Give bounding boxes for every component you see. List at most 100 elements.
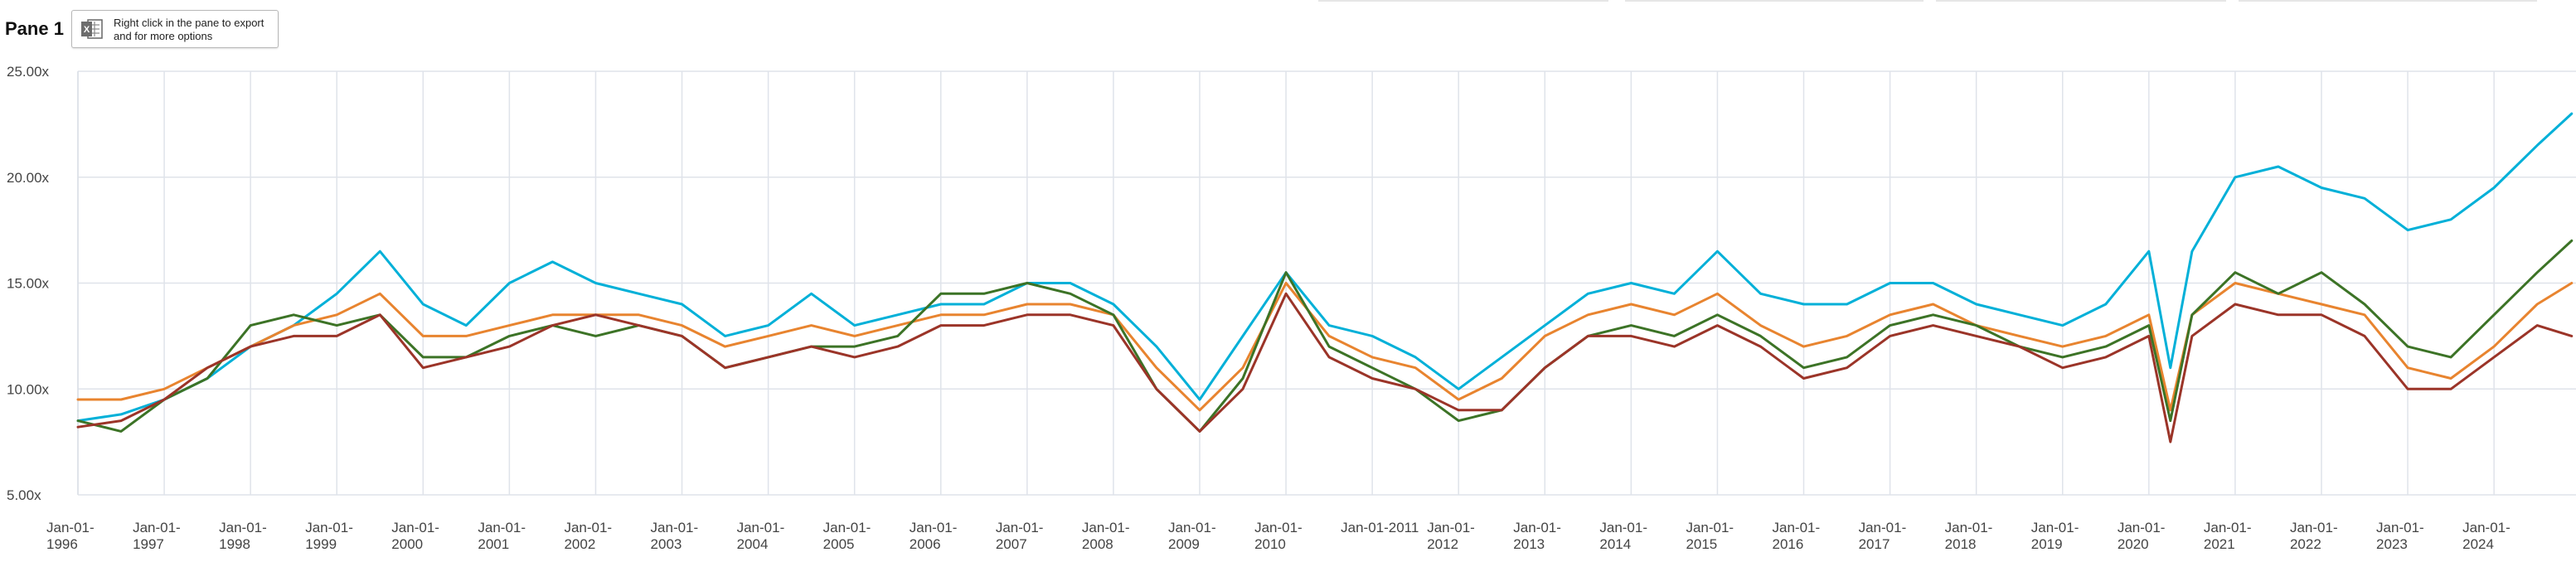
- top-tab-divider: [1625, 0, 1924, 2]
- x-tick-label: Jan-01-2023: [2376, 520, 2424, 552]
- series-line-1[interactable]: [76, 112, 2574, 423]
- x-tick-label: Jan-01-2015: [1686, 520, 1734, 552]
- x-tick-label: Jan-01-2016: [1773, 520, 1821, 552]
- excel-icon: X: [81, 19, 103, 39]
- x-tick-label: Jan-01-2007: [996, 520, 1044, 552]
- chart-series: [76, 112, 2574, 443]
- x-tick-label-line: Jan-01-: [737, 520, 785, 535]
- x-tick-label: Jan-01-2017: [1859, 520, 1907, 552]
- x-tick-label-line: 2022: [2290, 536, 2321, 552]
- x-tick-label: Jan-01-2014: [1599, 520, 1647, 552]
- export-hint-button[interactable]: X Right click in the pane to export and …: [71, 10, 279, 48]
- x-tick-label-line: Jan-01-: [1082, 520, 1130, 535]
- x-tick-label-line: Jan-01-: [219, 520, 267, 535]
- series-line-3[interactable]: [76, 239, 2574, 433]
- x-tick-label: Jan-01-2022: [2290, 520, 2338, 552]
- x-tick-label: Jan-01-2012: [1427, 520, 1475, 552]
- x-tick-label: Jan-01-2005: [823, 520, 871, 552]
- top-tab-divider: [1318, 0, 1608, 2]
- y-tick-label: 10.00x: [7, 381, 50, 397]
- x-tick-label-line: Jan-01-: [910, 520, 958, 535]
- x-tick-label-line: 2006: [910, 536, 941, 552]
- x-tick-label-line: 2020: [2118, 536, 2149, 552]
- x-tick-label-line: Jan-01-: [651, 520, 699, 535]
- x-tick-label: Jan-01-2006: [910, 520, 958, 552]
- chart-grid: [77, 70, 2576, 496]
- x-tick-label-line: Jan-01-: [823, 520, 871, 535]
- x-tick-label-line: 2017: [1859, 536, 1890, 552]
- x-tick-label-line: 2005: [823, 536, 855, 552]
- x-tick-label-line: 2014: [1599, 536, 1631, 552]
- x-tick-label: Jan-01-2018: [1945, 520, 1993, 552]
- x-tick-label-line: 2010: [1254, 536, 1286, 552]
- y-tick-label: 20.00x: [7, 170, 50, 186]
- x-tick-label-line: 2016: [1773, 536, 1804, 552]
- x-tick-label-line: Jan-01-: [1773, 520, 1821, 535]
- x-tick-label: Jan-01-2024: [2462, 520, 2511, 552]
- x-tick-label-line: Jan-01-: [2376, 520, 2424, 535]
- x-tick-label-line: 1999: [305, 536, 337, 552]
- x-tick-label-line: Jan-01-: [2118, 520, 2166, 535]
- x-tick-label-line: 1996: [46, 536, 78, 552]
- x-tick-label-line: Jan-01-: [391, 520, 439, 535]
- x-tick-label: Jan-01-2011: [1341, 520, 1419, 535]
- x-tick-label-line: Jan-01-: [1686, 520, 1734, 535]
- x-tick-label-line: 2009: [1168, 536, 1200, 552]
- x-tick-label: Jan-01-2020: [2118, 520, 2166, 552]
- series-line-2[interactable]: [76, 282, 2574, 412]
- x-tick-label-line: 2018: [1945, 536, 1977, 552]
- x-tick-label: Jan-01-2002: [564, 520, 612, 552]
- x-tick-label-line: Jan-01-: [996, 520, 1044, 535]
- x-tick-label: Jan-01-2001: [478, 520, 526, 552]
- x-tick-label: Jan-01-2004: [737, 520, 785, 552]
- y-tick-label: 25.00x: [7, 64, 50, 80]
- x-tick-label-line: Jan-01-: [2031, 520, 2079, 535]
- x-tick-label: Jan-01-2003: [651, 520, 699, 552]
- x-tick-label-line: Jan-01-: [2290, 520, 2338, 535]
- x-tick-label-line: Jan-01-: [478, 520, 526, 535]
- x-tick-label-line: 2002: [564, 536, 595, 552]
- x-tick-label-line: 2019: [2031, 536, 2063, 552]
- y-tick-label: 15.00x: [7, 276, 50, 292]
- x-tick-label-line: Jan-01-: [1168, 520, 1216, 535]
- x-axis: Jan-01-1996Jan-01-1997Jan-01-1998Jan-01-…: [46, 520, 2511, 552]
- x-tick-label-line: 2008: [1082, 536, 1113, 552]
- x-tick-label-line: 2024: [2462, 536, 2494, 552]
- x-tick-label-line: Jan-01-: [1427, 520, 1475, 535]
- top-tab-divider: [2239, 0, 2537, 2]
- x-tick-label-line: 1997: [133, 536, 164, 552]
- export-hint-text: Right click in the pane to export and fo…: [114, 17, 264, 42]
- x-tick-label-line: Jan-01-: [1254, 520, 1303, 535]
- x-tick-label: Jan-01-1997: [133, 520, 181, 552]
- x-tick-label: Jan-01-2009: [1168, 520, 1216, 552]
- x-tick-label: Jan-01-1999: [305, 520, 353, 552]
- top-tab-divider: [1936, 0, 2226, 2]
- x-tick-label: Jan-01-2008: [1082, 520, 1130, 552]
- x-tick-label-line: Jan-01-: [1859, 520, 1907, 535]
- x-tick-label-line: Jan-01-: [2462, 520, 2511, 535]
- x-tick-label-line: Jan-01-: [2204, 520, 2252, 535]
- x-tick-label-line: Jan-01-2011: [1341, 520, 1419, 535]
- x-tick-label-line: Jan-01-: [46, 520, 95, 535]
- x-tick-label: Jan-01-2019: [2031, 520, 2079, 552]
- x-tick-label-line: 2007: [996, 536, 1027, 552]
- x-tick-label: Jan-01-2000: [391, 520, 439, 552]
- x-tick-label: Jan-01-2021: [2204, 520, 2252, 552]
- x-tick-label: Jan-01-2013: [1513, 520, 1561, 552]
- x-tick-label-line: 2013: [1513, 536, 1545, 552]
- x-tick-label-line: Jan-01-: [305, 520, 353, 535]
- x-tick-label: Jan-01-1996: [46, 520, 95, 552]
- x-tick-label: Jan-01-2010: [1254, 520, 1303, 552]
- x-tick-label-line: 2004: [737, 536, 769, 552]
- x-tick-label-line: Jan-01-: [564, 520, 612, 535]
- x-tick-label-line: 2000: [391, 536, 423, 552]
- x-tick-label-line: 2003: [651, 536, 682, 552]
- pane-title: Pane 1: [5, 18, 64, 39]
- y-tick-label: 5.00x: [7, 487, 41, 503]
- x-tick-label-line: Jan-01-: [1513, 520, 1561, 535]
- x-tick-label-line: 2001: [478, 536, 509, 552]
- svg-text:X: X: [84, 25, 90, 35]
- x-tick-label-line: 2023: [2376, 536, 2408, 552]
- series-line-4[interactable]: [76, 292, 2574, 443]
